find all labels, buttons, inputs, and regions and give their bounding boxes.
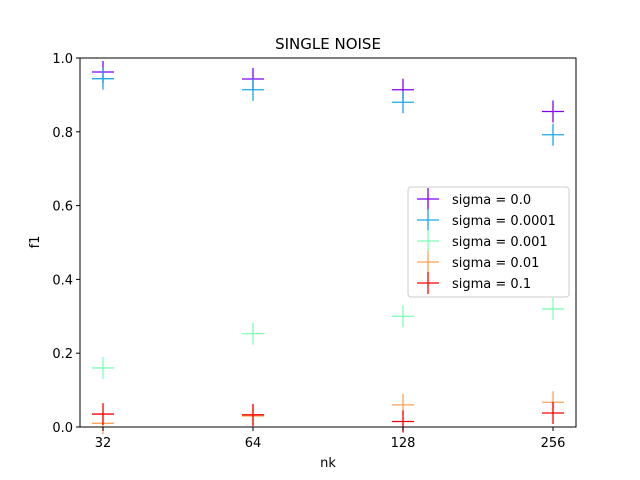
x-tick-label: 32 — [95, 436, 112, 451]
legend-marker — [417, 251, 439, 273]
data-point — [542, 123, 564, 146]
legend-box — [407, 186, 570, 298]
y-tick-label: 0.0 — [52, 421, 73, 436]
legend-label: sigma = 0.01 — [452, 256, 539, 271]
legend-entry: sigma = 0.01 — [417, 251, 539, 273]
y-tick-label: 0.4 — [52, 273, 73, 288]
legend-entry: sigma = 0.0 — [417, 188, 531, 210]
y-axis-ticks: 0.0 0.2 0.4 0.6 0.8 1.0 — [52, 52, 80, 436]
data-point — [242, 322, 264, 345]
axes-frame — [79, 57, 577, 428]
y-axis-label: f1 — [28, 236, 43, 249]
data-point — [92, 403, 114, 426]
y-tick-label: 0.8 — [52, 126, 73, 141]
x-tick-label: 256 — [541, 436, 566, 451]
y-tick-label: 0.2 — [52, 347, 73, 362]
legend-marker — [417, 188, 439, 210]
x-tick-label: 64 — [245, 436, 262, 451]
x-axis-ticks: 32 64 128 256 — [95, 427, 566, 451]
legend-label: sigma = 0.0 — [452, 193, 531, 208]
data-point — [542, 401, 564, 424]
y-tick-label: 1.0 — [52, 52, 73, 67]
legend-entry: sigma = 0.1 — [417, 272, 531, 294]
data-point — [92, 356, 114, 379]
legend-entry: sigma = 0.001 — [417, 230, 548, 252]
legend-marker — [417, 230, 439, 252]
plot-area — [92, 61, 564, 435]
y-tick-label: 0.6 — [52, 200, 73, 215]
legend-marker — [417, 209, 439, 231]
chart-title: SINGLE NOISE — [275, 35, 381, 53]
legend-label: sigma = 0.1 — [452, 277, 531, 292]
data-point — [542, 100, 564, 123]
data-point — [542, 297, 564, 320]
data-point — [242, 78, 264, 101]
legend-label: sigma = 0.001 — [452, 235, 548, 250]
data-point — [392, 305, 414, 328]
data-point — [242, 403, 264, 426]
legend-entry: sigma = 0.0001 — [417, 209, 556, 231]
legend: sigma = 0.0 sigma = 0.0001 sigma = 0.001 si… — [407, 186, 570, 298]
legend-marker — [417, 272, 439, 294]
x-axis-label: nk — [320, 456, 336, 471]
data-point — [92, 67, 114, 90]
data-point — [392, 91, 414, 114]
x-tick-label: 128 — [391, 436, 416, 451]
legend-label: sigma = 0.0001 — [452, 214, 556, 229]
